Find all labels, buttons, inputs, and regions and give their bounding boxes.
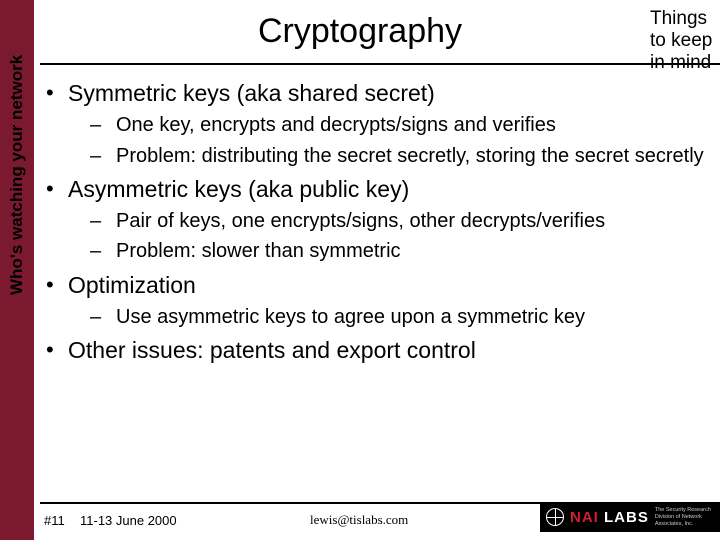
corner-note-line: Things [650,8,720,30]
brand-logo: NAI LABS The Security Research Division … [540,502,720,532]
bullet-l1-text: Asymmetric keys (aka public key) [68,176,409,202]
slide-number: #11 [44,513,65,528]
brand-prefix: NAI [570,509,599,526]
bullet-l1: Other issues: patents and export control [44,337,714,364]
footer-date: 11-13 June 2000 [80,513,177,528]
bullet-list: Symmetric keys (aka shared secret) One k… [44,80,714,364]
bullet-l2: One key, encrypts and decrypts/signs and… [90,113,714,137]
globe-icon [546,508,564,526]
corner-note-line: to keep [650,30,720,52]
bullet-sublist: Use asymmetric keys to agree upon a symm… [68,305,714,329]
bullet-l2: Pair of keys, one encrypts/signs, other … [90,209,714,233]
brand-tagline: The Security Research Division of Networ… [655,507,716,528]
bullet-l1: Asymmetric keys (aka public key) Pair of… [44,176,714,264]
slide: Who's watching your network Cryptography… [0,0,720,540]
bullet-l2: Problem: distributing the secret secretl… [90,144,714,168]
content-area: Symmetric keys (aka shared secret) One k… [44,72,714,492]
bullet-l2: Problem: slower than symmetric [90,239,714,263]
bullet-l1-text: Optimization [68,272,196,298]
bullet-l1-text: Symmetric keys (aka shared secret) [68,80,435,106]
divider-top [40,63,720,65]
brand-suffix: LABS [599,509,649,526]
slide-title: Cryptography [40,6,720,51]
bullet-l1: Symmetric keys (aka shared secret) One k… [44,80,714,168]
footer: #11 11-13 June 2000 lewis@tislabs.com NA… [40,506,720,534]
bullet-l1-text: Other issues: patents and export control [68,337,476,363]
brand-text: NAI LABS [570,509,649,526]
bullet-l1: Optimization Use asymmetric keys to agre… [44,272,714,330]
side-tagline: Who's watching your network [7,55,27,295]
bullet-sublist: One key, encrypts and decrypts/signs and… [68,113,714,168]
footer-email: lewis@tislabs.com [310,512,408,528]
title-area: Cryptography Things to keep in mind [40,6,720,62]
bullet-sublist: Pair of keys, one encrypts/signs, other … [68,209,714,264]
bullet-l2: Use asymmetric keys to agree upon a symm… [90,305,714,329]
